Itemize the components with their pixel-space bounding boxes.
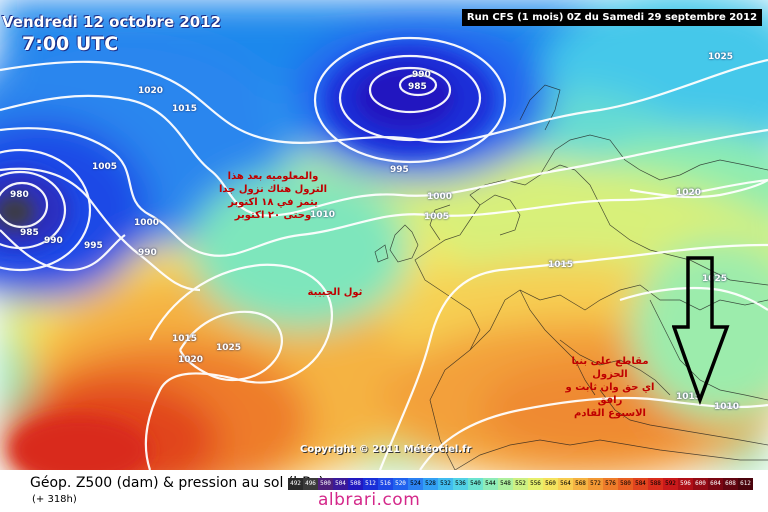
scale-swatch: 524	[408, 478, 423, 490]
forecast-hour: (+ 318h)	[32, 494, 77, 505]
isobar-label: 1025	[216, 343, 242, 353]
isobar-label: 1015	[172, 334, 198, 344]
copyright-notice: Copyright © 2011 Météociel.fr	[300, 444, 472, 455]
isobar-label: 1015	[172, 104, 198, 114]
scale-swatch: 600	[693, 478, 708, 490]
scale-swatch: 516	[378, 478, 393, 490]
isobar-label: 1010	[310, 210, 336, 220]
geopotential-map	[0, 0, 768, 470]
isobar-label: 1015	[548, 260, 574, 270]
scale-swatch: 612	[738, 478, 753, 490]
scale-swatch: 580	[618, 478, 633, 490]
isobar-label: 1000	[427, 192, 453, 202]
scale-swatch: 556	[528, 478, 543, 490]
legend-title: Géop. Z500 (dam) & pression au sol (hPa)	[30, 475, 325, 491]
isobar-label: 990	[412, 70, 431, 80]
scale-swatch: 492	[288, 478, 303, 490]
scale-swatch: 528	[423, 478, 438, 490]
color-scale: 492 496 500 504 508 512 516 520 524 528 532 536 540 5…	[288, 478, 753, 490]
scale-swatch: 520	[393, 478, 408, 490]
isobar-label: 1015	[676, 392, 702, 402]
isobar-label: 990	[44, 236, 63, 246]
scale-swatch: 536	[453, 478, 468, 490]
scale-swatch: 560	[543, 478, 558, 490]
isobar-label: 1010	[714, 402, 740, 412]
scale-swatch: 576	[603, 478, 618, 490]
scale-swatch: 544	[483, 478, 498, 490]
isobar-label: 985	[408, 82, 427, 92]
isobar-label: 995	[84, 241, 103, 251]
scale-swatch: 568	[573, 478, 588, 490]
scale-swatch: 588	[648, 478, 663, 490]
isobar-label: 980	[10, 190, 29, 200]
run-info-banner: Run CFS (1 mois) 0Z du Samedi 29 septemb…	[462, 9, 762, 26]
isobar-label: 1005	[92, 162, 118, 172]
annotation-north: والمعلوميه بعد هذا الترول هناك نزول جدا …	[198, 170, 348, 222]
isobar-label: 985	[20, 228, 39, 238]
annotation-north-line-2: الترول هناك نزول جدا	[218, 184, 328, 195]
annotation-subtropical: ثول الجبيبة	[307, 287, 363, 298]
annotation-east-line-2: اي حق وان ثابت و رافق	[565, 382, 655, 406]
scale-swatch: 592	[663, 478, 678, 490]
valid-time: 7:00 UTC	[22, 33, 119, 55]
annotation-north-line-4: وحتى ٢٠ اكتوبر	[234, 210, 312, 221]
valid-date: Vendredi 12 octobre 2012	[2, 13, 222, 31]
isobar-label: 1005	[424, 212, 450, 222]
annotation-east-line-1: مقاطع على بنيا الحزول	[571, 356, 649, 380]
isobar-label: 1000	[134, 218, 160, 228]
annotation-north-line-1: والمعلوميه بعد هذا	[227, 171, 319, 182]
isobar-label: 1020	[138, 86, 164, 96]
scale-swatch: 496	[303, 478, 318, 490]
isobar-label: 995	[390, 165, 409, 175]
scale-swatch: 504	[333, 478, 348, 490]
scale-swatch: 584	[633, 478, 648, 490]
isobar-label: 1025	[708, 52, 734, 62]
scale-swatch: 512	[363, 478, 378, 490]
isobar-label: 1020	[676, 188, 702, 198]
scale-swatch: 608	[723, 478, 738, 490]
scale-swatch: 532	[438, 478, 453, 490]
scale-swatch: 596	[678, 478, 693, 490]
scale-swatch: 540	[468, 478, 483, 490]
scale-swatch: 604	[708, 478, 723, 490]
watermark-logo: albrari.com	[318, 490, 421, 510]
annotation-east-line-3: الاسبوع القادم	[574, 408, 646, 419]
scale-swatch: 500	[318, 478, 333, 490]
scale-swatch: 552	[513, 478, 528, 490]
annotation-east: مقاطع على بنيا الحزول اي حق وان ثابت و ر…	[555, 355, 665, 420]
isobar-label: 1020	[178, 355, 204, 365]
isobar-label: 990	[138, 248, 157, 258]
isobar-label: 1025	[702, 274, 728, 284]
scale-swatch: 564	[558, 478, 573, 490]
scale-swatch: 548	[498, 478, 513, 490]
down-arrow-icon	[672, 256, 730, 405]
legend-bar	[0, 470, 768, 512]
annotation-north-line-3: يتمز في ١٨ اكتوبر	[228, 197, 318, 208]
scale-swatch: 572	[588, 478, 603, 490]
scale-swatch: 508	[348, 478, 363, 490]
